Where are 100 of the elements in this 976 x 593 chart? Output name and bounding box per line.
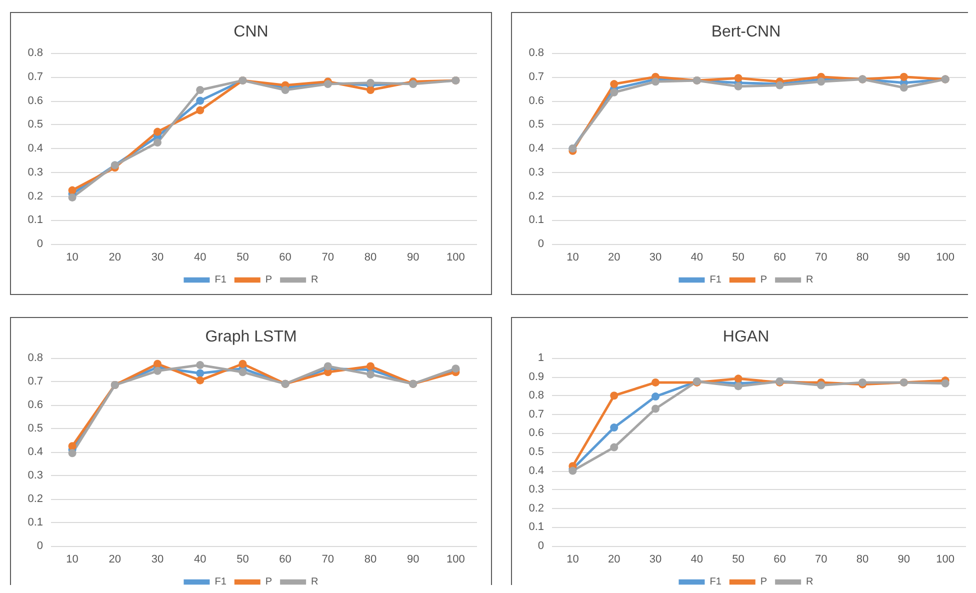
y-tick-label: 0.7 [28,376,43,388]
y-tick-label: 0.3 [528,166,544,178]
y-tick-label: 0.8 [528,390,544,402]
y-tick-label: 0.2 [28,190,43,202]
point [154,128,162,136]
point [196,86,204,94]
y-tick-label: 0.3 [528,484,544,496]
legend-label: P [265,576,272,588]
x-tick-label: 50 [236,252,249,264]
x-tick-label: 100 [936,554,954,566]
y-tick-label: 0.1 [528,214,544,226]
x-tick-label: 50 [732,252,744,264]
point [610,80,618,88]
y-tick-label: 0.1 [528,521,544,534]
point [941,379,950,388]
x-tick-label: 70 [814,554,828,566]
x-tick-label: 40 [194,554,206,566]
point [610,443,618,452]
point [610,392,618,400]
x-tick-label: 20 [108,554,122,566]
y-tick-label: 0 [36,238,43,250]
y-tick-label: 0.8 [528,47,544,59]
point [196,361,204,370]
y-tick-label: 0.6 [528,94,544,107]
point [817,78,826,86]
point [734,74,742,82]
legend-label: P [760,274,768,286]
legend-label: R [311,576,318,588]
legend-label: R [806,576,814,588]
y-tick-label: 0.3 [28,470,43,482]
legend-label: F1 [710,274,722,286]
chart-title: Graph LSTM [205,328,297,346]
x-tick-label: 80 [856,252,869,264]
point [154,360,162,368]
x-tick-label: 20 [608,554,620,566]
y-tick-label: 0.4 [528,142,544,154]
x-tick-label: 90 [898,554,910,566]
y-tick-label: 0.5 [528,446,544,458]
x-tick-label: 70 [814,252,828,264]
point [652,78,660,86]
y-tick-label: 0.5 [28,422,43,434]
y-tick-label: 0.2 [528,502,544,514]
x-tick-label: 80 [364,252,377,264]
x-tick-label: 10 [566,554,579,566]
y-tick-label: 0.5 [528,118,544,131]
y-tick-label: 0 [538,238,544,250]
point [238,368,247,376]
legend-label: F1 [214,576,227,588]
legend-label: P [760,576,768,588]
point [366,86,374,94]
legend-label: F1 [710,576,722,588]
point [652,378,660,386]
y-tick-label: 0.7 [28,70,43,83]
legend-label: R [311,274,318,286]
y-tick-label: 0.4 [28,446,43,458]
x-tick-label: 30 [151,554,164,566]
x-tick-label: 40 [194,252,206,264]
x-tick-label: 60 [279,252,292,264]
x-tick-label: 60 [279,554,292,566]
y-tick-label: 0.7 [528,70,544,83]
x-tick-label: 10 [66,252,78,264]
y-tick-label: 0.8 [28,47,43,59]
x-tick-label: 50 [732,554,744,566]
x-tick-label: 100 [936,252,954,264]
x-tick-label: 90 [406,252,420,264]
legend-label: P [265,274,272,286]
point [196,369,204,378]
y-tick-label: 0.7 [528,408,544,420]
point [154,138,162,147]
y-tick-label: 0.4 [528,464,544,477]
x-tick-label: 60 [774,554,786,566]
y-tick-label: 0.2 [28,493,43,505]
chart-title: CNN [234,24,268,40]
x-tick-label: 20 [608,252,620,264]
chart-title: HGAN [722,328,770,346]
x-tick-label: 60 [774,252,786,264]
y-tick-label: 0.6 [28,94,43,107]
y-tick-label: 0 [36,540,43,552]
point [324,362,332,370]
point [366,370,374,378]
x-tick-label: 20 [108,252,122,264]
point [366,78,374,87]
y-tick-label: 0 [538,540,544,552]
point [68,449,76,458]
y-tick-label: 0.6 [28,399,43,411]
point [652,392,660,401]
x-tick-label: 30 [649,554,662,566]
point [281,86,290,94]
x-tick-label: 10 [66,554,78,566]
point [68,193,76,202]
y-tick-label: 0.2 [528,190,544,202]
x-tick-label: 30 [151,252,164,264]
point [238,360,247,368]
point [734,382,742,390]
point [196,96,204,105]
x-tick-label: 70 [322,252,334,264]
x-tick-label: 70 [322,554,334,566]
x-tick-label: 80 [364,554,377,566]
point [900,72,908,81]
y-tick-label: 0.1 [28,516,43,528]
